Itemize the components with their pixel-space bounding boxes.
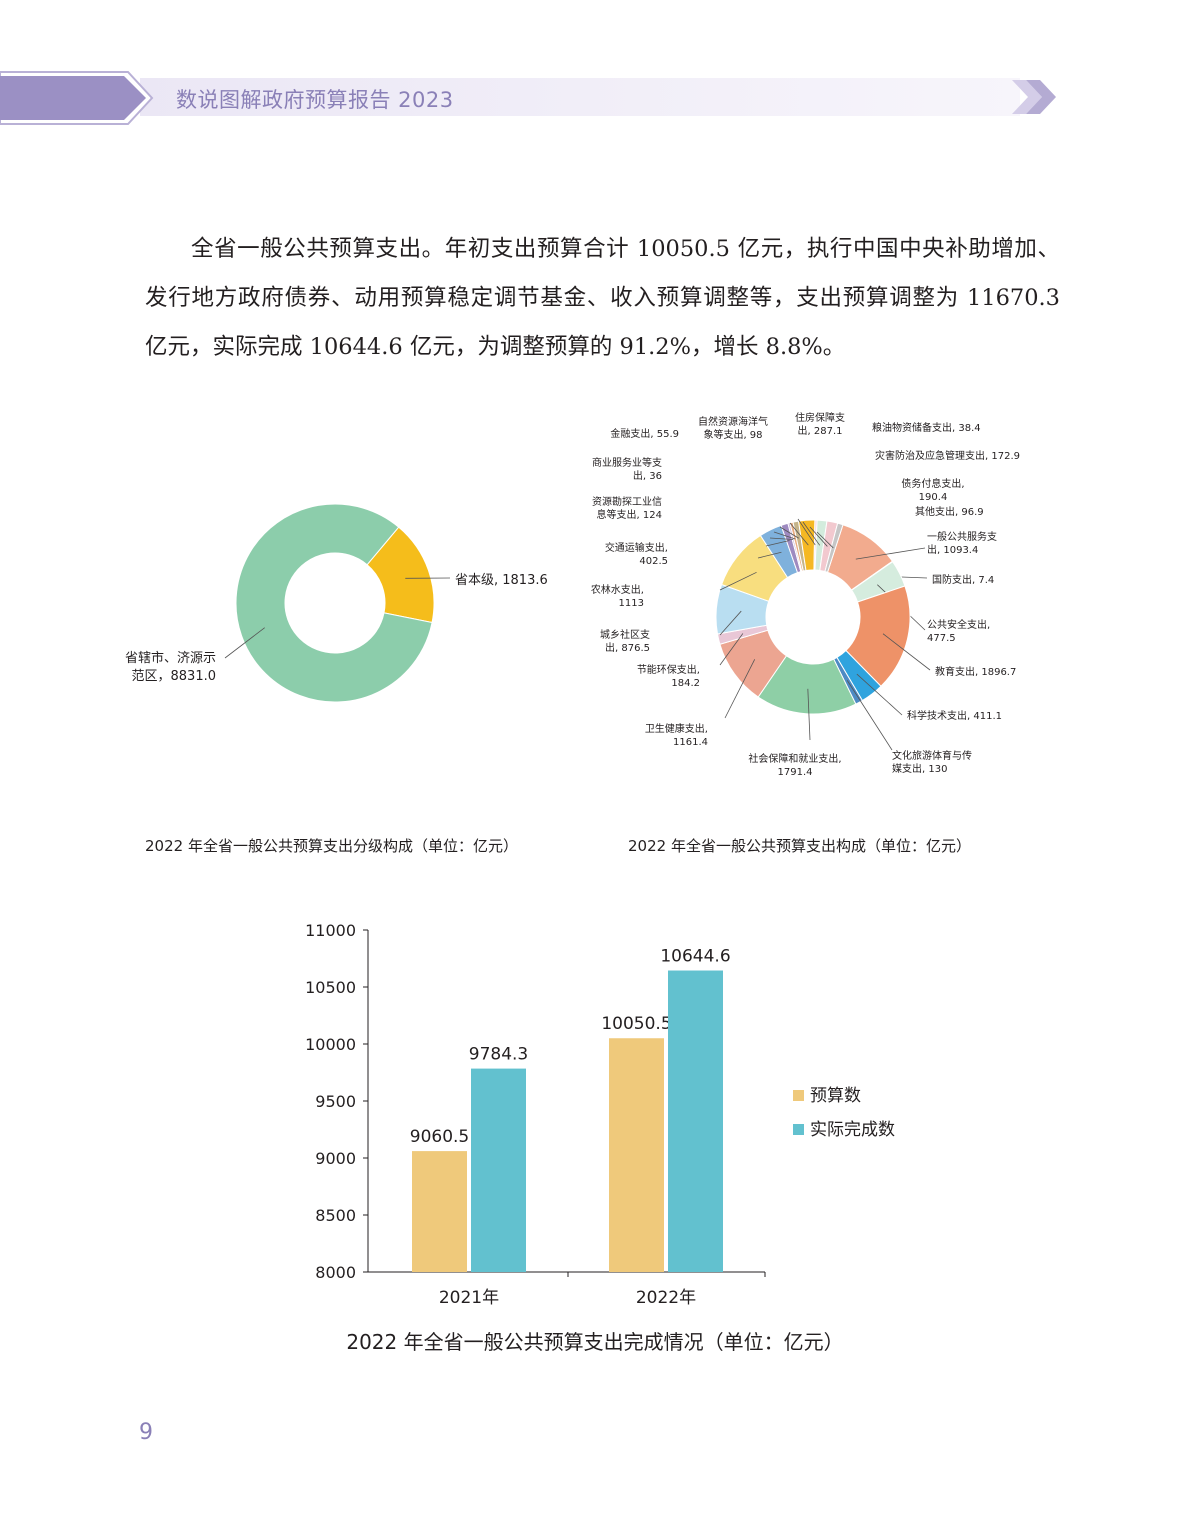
y-tick-label: 11000 [305, 921, 356, 940]
slice-label: 省本级, 1813.6 [455, 573, 548, 588]
leader-line [765, 540, 790, 547]
y-tick-label: 8000 [315, 1263, 356, 1282]
completion-bar-chart: 8000 8500 9000 9500 10000 10500 11000 9060.5 978… [305, 921, 895, 1308]
header-banner [0, 71, 1056, 125]
leader-line [779, 526, 799, 539]
leader-line [773, 531, 796, 540]
slice-label: 文化旅游体育与传媒支出, 130 [892, 749, 972, 775]
chevron-icon [1012, 80, 1056, 114]
leader-line [807, 688, 811, 741]
category-label: 2022年 [636, 1288, 696, 1308]
leader-line [855, 547, 926, 560]
caption-level-composition: 2022 年全省一般公共预算支出分级构成（单位：亿元） [145, 837, 518, 855]
slice-label: 一般公共服务支出, 1093.4 [927, 530, 997, 556]
bar [471, 1068, 526, 1272]
y-tick-label: 8500 [315, 1206, 356, 1225]
leader-line [882, 633, 931, 671]
leader-line [719, 610, 742, 636]
slice-label: 粮油物资储备支出, 38.4 [872, 421, 981, 434]
slice-label: 交通运输支出, 402.5 [605, 541, 668, 567]
slice-label: 城乡社区支出, 876.5 [600, 628, 650, 654]
slice-label: 社会保障和就业支出, 1791.4 [748, 752, 841, 778]
slice-label: 节能环保支出, 184.2 [637, 663, 700, 689]
caption-expenditure-composition: 2022 年全省一般公共预算支出构成（单位：亿元） [628, 837, 971, 855]
slice-label: 商业服务业等支出, 36 [592, 456, 662, 482]
slice-label: 金融支出, 55.9 [610, 427, 679, 440]
y-tick-label: 10000 [305, 1035, 356, 1054]
slice-label: 卫生健康支出, 1161.4 [645, 722, 708, 748]
slice-label: 省辖市、济源示范区，8831.0 [125, 650, 216, 684]
y-tick-label: 9000 [315, 1149, 356, 1168]
category-label: 2021年 [439, 1288, 499, 1308]
slice [824, 522, 844, 573]
legend-label: 实际完成数 [810, 1120, 895, 1140]
y-tick-label: 10500 [305, 978, 356, 997]
leader-line [816, 531, 834, 549]
leader-line [719, 571, 757, 591]
leader-line [769, 537, 794, 540]
leader-line [846, 680, 893, 751]
bar-value-label: 9060.5 [410, 1127, 469, 1147]
slice-label: 农林水支出, 1113 [591, 583, 644, 609]
slice [235, 503, 433, 703]
slice-label: 债务付息支出, 190.4 [901, 477, 964, 503]
bar-value-label: 10050.5 [601, 1014, 671, 1034]
leader-line [724, 659, 756, 719]
slice-label: 公共安全支出, 477.5 [927, 618, 990, 644]
legend-label: 预算数 [810, 1086, 861, 1106]
page-number: 9 [139, 1420, 153, 1445]
legend-swatch [793, 1090, 804, 1101]
bar [609, 1038, 664, 1272]
slice-label: 资源勘探工业信息等支出, 124 [592, 495, 662, 521]
caption-completion: 2022 年全省一般公共预算支出完成情况（单位：亿元） [346, 1330, 844, 1354]
leader-line [797, 518, 816, 546]
leader-line [719, 633, 744, 666]
level-composition-donut-chart: 省本级, 1813.6 省辖市、济源示范区，8831.0 [125, 503, 548, 703]
slice-label: 科学技术支出, 411.1 [907, 709, 1002, 722]
bar-value-label: 10644.6 [660, 947, 730, 967]
leader-line [757, 551, 782, 559]
leader-line [789, 522, 809, 546]
slice-label: 其他支出, 96.9 [915, 505, 984, 518]
slice-label: 灾害防治及应急管理支出, 172.9 [875, 449, 1020, 462]
leader-line [809, 526, 828, 547]
header-title: 数说图解政府预算报告 2023 [176, 88, 454, 112]
slice-label: 住房保障支出, 287.1 [795, 411, 845, 437]
leader-line [856, 673, 903, 716]
bar [668, 970, 723, 1272]
bar-value-label: 9784.3 [469, 1045, 528, 1065]
bar [412, 1151, 467, 1272]
slice-label: 教育支出, 1896.7 [935, 665, 1016, 678]
page-header: 数说图解政府预算报告 2023 [0, 0, 1200, 140]
intro-paragraph: 全省一般公共预算支出。年初支出预算合计 10050.5 亿元，执行中国中央补助增… [145, 236, 1060, 360]
slice-label: 国防支出, 7.4 [932, 573, 994, 586]
leader-line [224, 627, 265, 659]
expenditure-composition-donut-chart: 一般公共服务支出, 1093.4 国防支出, 7.4 公共安全支出, 477.5 教育支… [591, 411, 1020, 778]
leader-line [802, 521, 821, 546]
y-tick-label: 9500 [315, 1092, 356, 1111]
legend-swatch [793, 1124, 804, 1135]
slice-label: 自然资源海洋气象等支出, 98 [698, 415, 768, 441]
